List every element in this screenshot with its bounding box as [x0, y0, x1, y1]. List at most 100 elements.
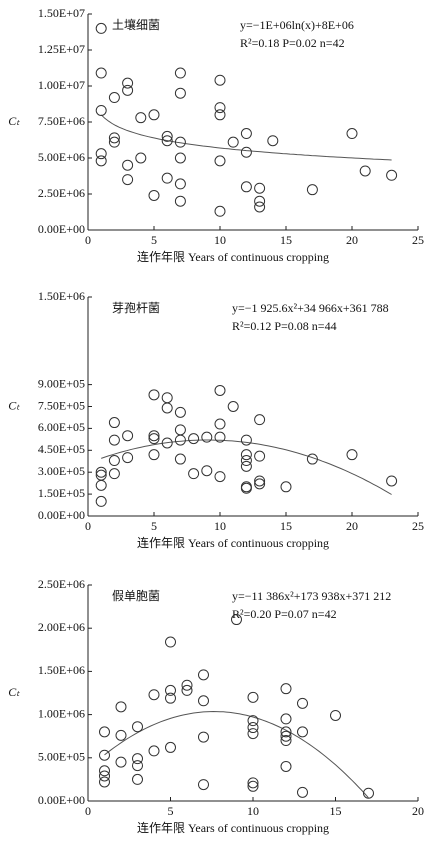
- data-point: [240, 460, 252, 472]
- data-point: [254, 475, 266, 487]
- data-point: [161, 392, 173, 404]
- data-point: [115, 756, 127, 768]
- x-tick-label: 5: [168, 804, 174, 818]
- data-point: [254, 182, 266, 194]
- data-point: [95, 466, 107, 478]
- data-point: [240, 482, 252, 494]
- data-point: [297, 726, 308, 738]
- fit-curve: [100, 114, 392, 161]
- data-point: [174, 87, 186, 99]
- panel-title: 假单胞菌: [112, 589, 160, 603]
- data-point: [214, 384, 226, 396]
- data-point: [198, 695, 209, 707]
- x-axis-label: 连作年限 Years of continuous cropping: [137, 249, 329, 264]
- data-point: [254, 414, 266, 426]
- data-point: [132, 753, 143, 765]
- data-point: [161, 437, 173, 449]
- data-point: [240, 449, 252, 461]
- y-tick-label: 0.00E+00: [38, 793, 85, 807]
- data-point: [240, 434, 252, 446]
- data-point: [108, 136, 120, 148]
- data-point: [359, 165, 371, 177]
- data-point: [280, 730, 292, 742]
- y-tick-label: 1.25E+07: [38, 42, 85, 56]
- data-point: [386, 169, 398, 181]
- y-tick-label: 0.00E+00: [38, 508, 85, 522]
- fit-curve: [104, 710, 369, 799]
- data-point: [174, 195, 186, 207]
- x-tick-label: 10: [247, 804, 259, 818]
- panel-title: 土壤细菌: [112, 17, 160, 32]
- x-tick-label: 5: [151, 233, 157, 247]
- data-point: [99, 726, 110, 738]
- equation: y=−1E+06ln(x)+8E+06: [240, 18, 354, 32]
- data-point: [280, 481, 292, 493]
- data-point: [214, 431, 226, 443]
- data-point: [174, 67, 186, 79]
- x-axis-label: 连作年限 Years of continuous cropping: [137, 820, 329, 835]
- data-point: [346, 449, 358, 461]
- data-point: [214, 102, 226, 114]
- x-tick-label: 15: [280, 233, 292, 247]
- y-tick-label: 9.00E+05: [38, 376, 85, 390]
- stats: R²=0.12 P=0.08 n=44: [232, 319, 337, 333]
- data-point: [247, 780, 259, 792]
- data-point: [174, 136, 186, 148]
- data-point: [280, 683, 292, 695]
- data-point: [132, 760, 143, 772]
- x-tick-label: 0: [85, 519, 91, 533]
- y-tick-label: 5.00E+06: [38, 150, 85, 164]
- data-point: [227, 401, 239, 412]
- data-point: [135, 152, 147, 164]
- equation: y=−1 925.6x²+34 966x+361 788: [232, 301, 389, 315]
- stats: R²=0.20 P=0.07 n=42: [232, 607, 337, 621]
- data-point: [108, 417, 120, 429]
- data-point: [280, 760, 292, 772]
- data-point: [280, 726, 292, 738]
- data-point: [174, 424, 186, 436]
- data-point: [135, 112, 147, 124]
- data-point: [254, 195, 266, 207]
- data-point: [240, 128, 252, 140]
- x-tick-label: 20: [412, 804, 424, 818]
- y-tick-label: 2.50E+06: [38, 577, 85, 591]
- data-point: [99, 749, 110, 761]
- data-point: [247, 722, 259, 734]
- data-point: [148, 433, 160, 445]
- data-point: [214, 418, 226, 430]
- x-tick-label: 5: [151, 519, 157, 533]
- data-point: [108, 468, 120, 480]
- data-point: [247, 728, 259, 740]
- panel-title: 芽孢杆菌: [112, 301, 160, 315]
- x-tick-label: 10: [214, 519, 226, 533]
- data-point: [95, 104, 107, 116]
- data-point: [247, 715, 259, 727]
- y-tick-label: 3.00E+05: [38, 464, 85, 478]
- y-tick-label: 7.50E+06: [38, 114, 85, 128]
- data-point: [95, 67, 107, 79]
- data-point: [165, 741, 176, 753]
- y-tick-label: 1.00E+07: [38, 78, 85, 92]
- data-point: [148, 430, 160, 442]
- data-point: [95, 22, 107, 34]
- data-point: [297, 786, 308, 798]
- x-tick-label: 25: [412, 233, 424, 247]
- y-tick-label: 1.00E+06: [38, 706, 85, 720]
- data-point: [214, 205, 226, 217]
- data-point: [306, 453, 318, 465]
- y-tick-label: 2.50E+06: [38, 186, 85, 200]
- data-point: [108, 132, 120, 144]
- data-point: [161, 130, 173, 142]
- x-axis-label: 连作年限 Years of continuous cropping: [137, 535, 329, 550]
- data-point: [99, 776, 110, 788]
- data-point: [240, 181, 252, 193]
- data-point: [95, 148, 107, 160]
- data-point: [108, 434, 120, 446]
- x-tick-label: 20: [346, 233, 358, 247]
- x-tick-label: 15: [280, 519, 292, 533]
- x-tick-label: 0: [85, 804, 91, 818]
- data-point: [346, 128, 358, 140]
- data-point: [161, 135, 173, 147]
- data-point: [95, 495, 107, 507]
- x-tick-label: 15: [330, 804, 342, 818]
